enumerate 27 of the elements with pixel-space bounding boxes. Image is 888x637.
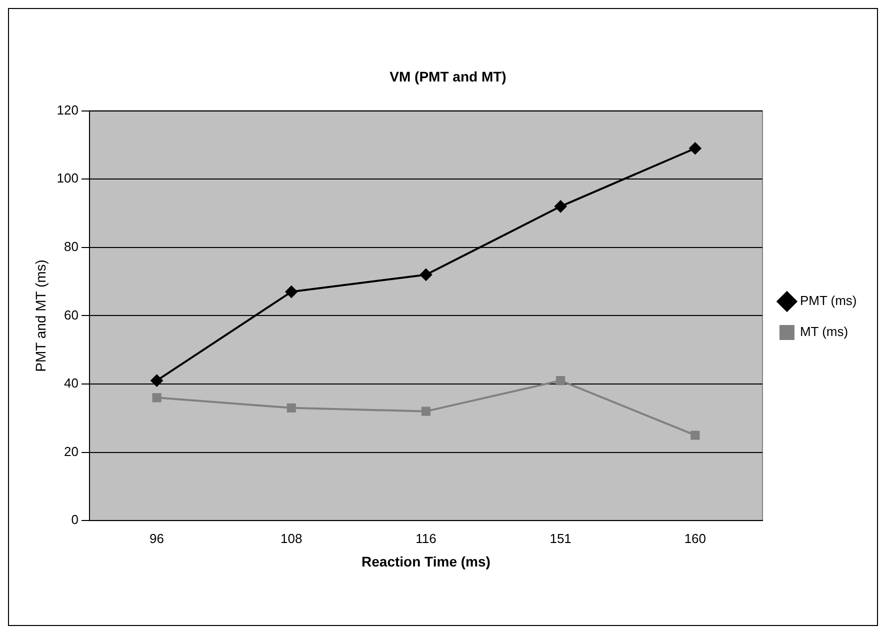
point <box>421 406 431 416</box>
x-tick-label: 116 <box>416 530 436 546</box>
y-tick-label: 100 <box>56 170 78 186</box>
y-tick-label: 120 <box>56 102 78 118</box>
legend-label: PMT (ms) <box>800 293 857 308</box>
point <box>554 200 567 212</box>
point <box>689 142 702 154</box>
y-tick-label: 0 <box>71 512 78 528</box>
point <box>150 374 163 387</box>
legend-label: MT (ms) <box>800 324 848 340</box>
x-axis-title: Reaction Time (ms) <box>362 553 490 570</box>
x-tick-label: 108 <box>280 530 302 546</box>
x-tick-label: 151 <box>550 530 572 546</box>
y-tick-label: 80 <box>64 238 78 254</box>
x-tick-label: 160 <box>684 530 706 546</box>
y-axis-title: PMT and MT (ms) <box>32 260 48 372</box>
y-tick-label: 60 <box>64 307 78 322</box>
point <box>420 268 432 281</box>
point <box>690 430 700 440</box>
chart-title: VM (PMT and MT) <box>390 68 506 84</box>
point <box>556 376 566 386</box>
y-tick-label: 40 <box>64 376 78 391</box>
x-tick-label: 96 <box>150 530 164 546</box>
y-tick-label: 20 <box>64 444 78 459</box>
point <box>286 403 296 412</box>
point <box>152 393 162 402</box>
point <box>285 286 298 298</box>
